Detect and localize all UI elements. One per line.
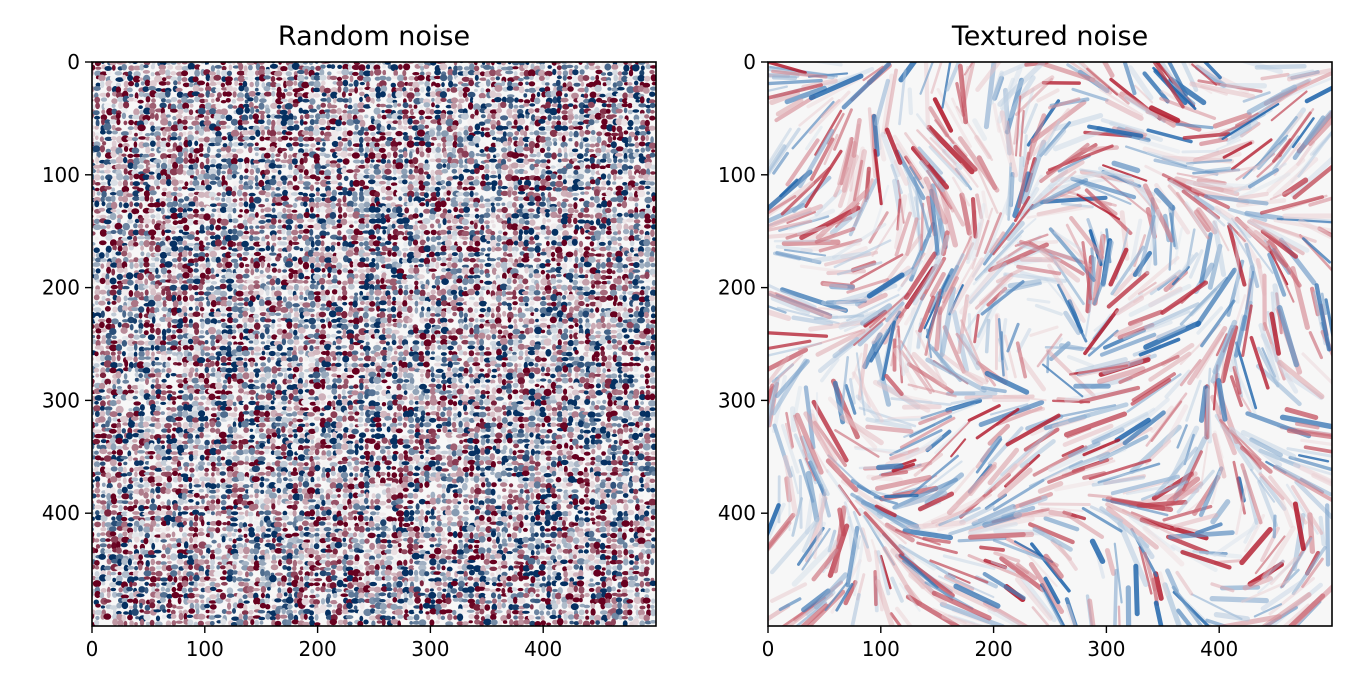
textured-noise-x-tick-label: 200 <box>975 637 1013 661</box>
random-noise-x-tick-label: 300 <box>411 637 449 661</box>
textured-noise-x-tick-label: 300 <box>1087 637 1125 661</box>
textured-noise-y-tick-label: 200 <box>718 276 756 300</box>
random-noise-y-tick-label: 200 <box>42 276 80 300</box>
random-noise-title: Random noise <box>278 21 470 52</box>
random-noise-axes-frame <box>91 61 657 627</box>
textured-noise-x-tick-label: 0 <box>762 637 775 661</box>
textured-noise-panel: Textured noise 0 100 200 300 400 0 100 200 300 400 <box>718 21 1333 661</box>
textured-noise-y-tick-label: 100 <box>718 163 756 187</box>
random-noise-y-tick-label: 300 <box>42 388 80 412</box>
random-noise-image <box>92 62 656 626</box>
random-noise-panel: Random noise 0 100 200 300 400 0 100 200 300 400 <box>42 21 657 661</box>
random-noise-y-tick-label: 0 <box>67 50 80 74</box>
random-noise-x-tick-label: 0 <box>86 637 99 661</box>
random-noise-y-tick-label: 100 <box>42 163 80 187</box>
random-noise-x-tick-label: 200 <box>299 637 337 661</box>
textured-noise-image <box>768 62 1332 626</box>
textured-noise-y-tick-label: 400 <box>718 501 756 525</box>
textured-noise-x-tick-label: 100 <box>862 637 900 661</box>
random-noise-x-tick-label: 400 <box>524 637 562 661</box>
random-noise-x-tick-label: 100 <box>186 637 224 661</box>
textured-noise-x-tick-label: 400 <box>1200 637 1238 661</box>
textured-noise-title: Textured noise <box>951 21 1148 52</box>
textured-noise-y-tick-label: 300 <box>718 388 756 412</box>
textured-noise-y-tick-label: 0 <box>743 50 756 74</box>
textured-noise-axes-frame <box>767 61 1333 627</box>
random-noise-y-tick-label: 400 <box>42 501 80 525</box>
